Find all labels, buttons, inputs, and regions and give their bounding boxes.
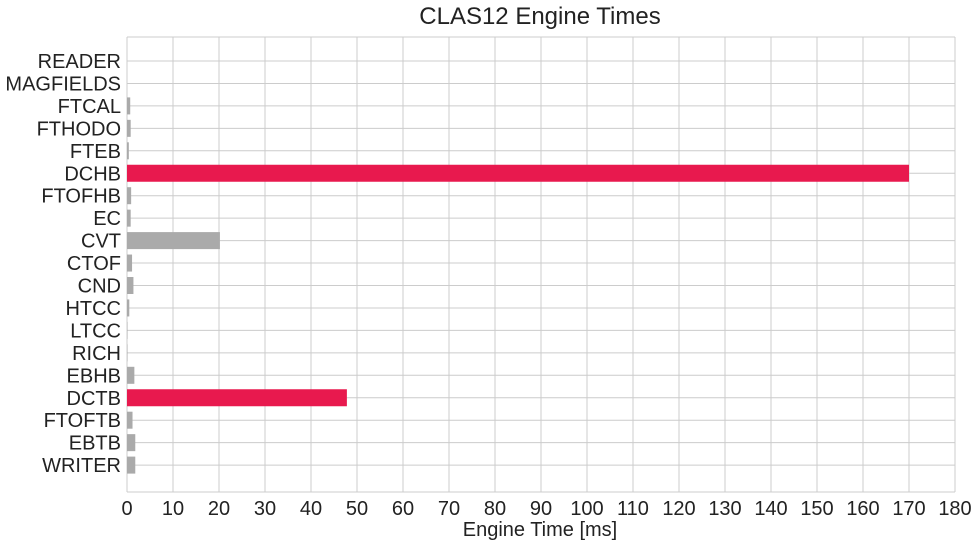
- x-tick-label: 0: [121, 498, 132, 520]
- x-tick-label: 70: [438, 498, 460, 520]
- y-tick-label: READER: [38, 51, 121, 73]
- x-tick-label: 120: [662, 498, 695, 520]
- y-tick-label: WRITER: [42, 455, 121, 477]
- x-tick-label: 20: [208, 498, 230, 520]
- bar-ebtb: [127, 434, 136, 452]
- x-tick-label: 180: [938, 498, 971, 520]
- y-tick-label: FTOFHB: [41, 186, 121, 208]
- y-tick-label: CND: [78, 276, 121, 298]
- x-tick-label: 170: [892, 498, 925, 520]
- x-tick-label: 150: [800, 498, 833, 520]
- grid: [126, 36, 956, 493]
- y-tick-label: EBTB: [69, 433, 121, 455]
- x-tick-label: 110: [617, 498, 649, 520]
- y-tick-label: CVT: [81, 231, 121, 253]
- bar-ctof: [127, 254, 133, 272]
- x-tick-label: 30: [254, 498, 276, 520]
- x-tick-labels: 0 10 20 30 40 50 60 70 80 90 100 110 120 130 140 150 160…: [121, 498, 971, 520]
- y-tick-label: DCTB: [67, 388, 121, 410]
- bar-ftofhb: [127, 187, 132, 205]
- y-tick-label: CTOF: [67, 253, 121, 275]
- chart-title: CLAS12 Engine Times: [419, 3, 660, 30]
- bar-fthodo: [127, 119, 131, 137]
- bar-htcc: [127, 299, 130, 317]
- bar-dctb: [127, 389, 347, 407]
- x-tick-label: 10: [162, 498, 184, 520]
- y-tick-label: RICH: [72, 343, 121, 365]
- bar-ftoftb: [127, 411, 133, 429]
- x-tick-label: 60: [392, 498, 414, 520]
- bar-fteb: [127, 142, 129, 160]
- y-tick-label: EBHB: [67, 365, 121, 387]
- bar-dchb: [127, 164, 909, 182]
- y-tick-label: MAGFIELDS: [5, 73, 121, 95]
- y-tick-label: FTOFTB: [44, 410, 121, 432]
- y-tick-label: FTHODO: [37, 118, 121, 140]
- y-tick-label: FTCAL: [58, 96, 121, 118]
- x-tick-label: 40: [300, 498, 322, 520]
- y-tick-label: DCHB: [64, 163, 121, 185]
- x-tick-label: 130: [708, 498, 741, 520]
- y-tick-label: LTCC: [70, 320, 121, 342]
- bar-ec: [127, 209, 131, 227]
- y-tick-label: EC: [93, 208, 121, 230]
- x-tick-label: 80: [484, 498, 506, 520]
- bar-ebhb: [127, 366, 135, 384]
- bars: [127, 97, 909, 474]
- x-tick-label: 90: [530, 498, 552, 520]
- x-tick-label: 50: [346, 498, 368, 520]
- bar-ftcal: [127, 97, 131, 115]
- y-tick-labels: READERMAGFIELDSFTCALFTHODOFTEBDCHBFTOFHB…: [5, 51, 121, 477]
- bar-cvt: [127, 232, 220, 250]
- y-tick-label: FTEB: [70, 141, 121, 163]
- x-tick-label: 160: [846, 498, 879, 520]
- x-tick-label: 100: [570, 498, 603, 520]
- bar-writer: [127, 456, 136, 474]
- x-tick-label: 140: [754, 498, 787, 520]
- y-tick-label: HTCC: [65, 298, 121, 320]
- bar-cnd: [127, 277, 134, 294]
- x-axis-label: Engine Time [ms]: [463, 519, 618, 541]
